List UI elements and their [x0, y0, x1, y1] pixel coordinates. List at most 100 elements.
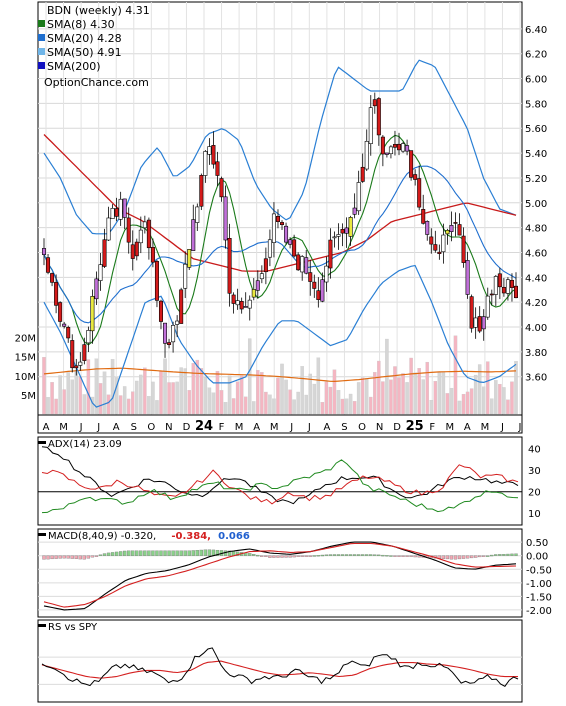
macd-hist-bar	[498, 554, 502, 556]
candle-body	[130, 244, 135, 259]
volume-bar	[308, 373, 313, 415]
price-tick-label: 6.40	[525, 25, 547, 36]
macd-hist-bar	[474, 555, 478, 558]
candle-body	[425, 221, 430, 235]
adx-tick-label: 40	[528, 445, 541, 456]
volume-bar	[429, 400, 434, 415]
volume-bar	[195, 359, 200, 415]
candle-body	[473, 317, 478, 328]
candle-body	[340, 228, 345, 234]
x-axis-ticks: A M J J A S O N D 24 F M A M J J A S O N D 25 F M A M J J	[43, 419, 522, 434]
macd-hist-bar	[510, 553, 514, 556]
macd-hist-bar	[457, 555, 462, 560]
adx-tick-label: 10	[528, 509, 541, 520]
rs-title: RS vs SPY	[48, 622, 98, 633]
chart-title: BDN (weekly) 4.31	[47, 4, 150, 17]
macd-hist-bar	[336, 554, 341, 556]
macd-hist-bar	[292, 555, 296, 558]
candle-body	[417, 178, 422, 208]
macd-hist-bar	[268, 555, 272, 558]
macd-hist-bar	[139, 550, 143, 556]
volume-bar	[203, 376, 208, 415]
price-tick-label: 5.60	[525, 124, 547, 135]
volume-bar	[231, 398, 236, 415]
volume-bar	[469, 388, 474, 415]
macd-hist-bar	[163, 550, 167, 556]
macd-hist-bar	[272, 555, 276, 558]
candle-body	[312, 281, 317, 289]
volume-bar	[122, 386, 127, 415]
macd-hist-bar	[66, 555, 70, 559]
candle-body	[304, 257, 309, 274]
candle-body	[94, 278, 99, 300]
volume-bar	[312, 383, 317, 415]
volume-bar	[498, 383, 502, 415]
x-tick-label: F	[429, 422, 435, 433]
macd-hist-bar	[397, 555, 401, 557]
macd-hist-bar	[502, 554, 506, 556]
volume-bar	[135, 380, 139, 415]
candle-body	[46, 257, 51, 273]
macd-hist-bar	[58, 555, 62, 559]
macd-hist-bar	[110, 552, 115, 556]
macd-hist-bar	[417, 555, 421, 558]
volume-bar	[465, 391, 470, 415]
candle-body	[146, 219, 151, 249]
candle-body	[179, 289, 184, 324]
x-axis: A M J J A S O N D 24 F M A M J J A S O N D 25 F M A M J J	[37, 414, 523, 434]
volume-bar	[284, 379, 288, 415]
candle-body	[158, 300, 163, 322]
x-tick-label: S	[131, 422, 137, 433]
macd-hist-bar	[171, 550, 175, 556]
macd-legend-swatch	[38, 533, 46, 536]
macd-grid	[38, 541, 522, 611]
macd-hist-bar	[296, 555, 300, 557]
macd-hist-bar	[62, 555, 66, 559]
volume-bar	[304, 394, 308, 415]
macd-hist-bar	[276, 555, 280, 558]
candle-body	[74, 365, 79, 369]
volume-bar	[114, 377, 119, 415]
candle-body	[384, 152, 389, 155]
volume-bar	[320, 402, 325, 415]
candle-body	[126, 217, 131, 243]
macd-hist-bar	[215, 549, 220, 556]
macd-hist-bar	[264, 555, 268, 557]
volume-bar	[377, 360, 381, 415]
volume-bar	[441, 371, 446, 415]
macd-hist-bar	[405, 555, 409, 557]
volume-bar	[191, 363, 196, 415]
volume-bar	[98, 383, 103, 415]
macd-hist-bar	[514, 553, 518, 556]
macd-hist-bar	[131, 550, 135, 556]
volume-bar	[316, 357, 321, 415]
x-tick-label: A	[323, 422, 330, 433]
volume-bar	[296, 391, 300, 415]
volume-bar	[486, 361, 490, 415]
volume-bar	[66, 372, 70, 415]
macd-hist-bar	[316, 555, 320, 557]
macd-hist-bar	[94, 555, 99, 557]
volume-bar	[163, 358, 167, 415]
volume-bar	[473, 374, 478, 415]
volume-bar	[324, 381, 329, 415]
volume-bar	[175, 381, 179, 415]
x-tick-label: A	[43, 422, 50, 433]
price-tick-label: 4.60	[525, 248, 547, 259]
volume-bar	[373, 372, 377, 415]
adx-tick-label: 20	[528, 488, 541, 499]
volume-bar	[457, 400, 462, 415]
volume-bar	[42, 357, 46, 415]
legend-sma8: SMA(8) 4.30	[47, 18, 115, 31]
volume-bar	[62, 389, 66, 415]
candle-body	[251, 289, 256, 298]
macd-hist-bar	[42, 555, 46, 560]
x-tick-label: 25	[406, 419, 424, 434]
macd-hist-bar	[482, 555, 486, 557]
sma50-line	[43, 134, 517, 272]
macd-hist-bar	[348, 554, 353, 556]
price-tick-label: 4.00	[525, 323, 547, 334]
volume-bar	[276, 377, 280, 415]
x-tick-label: S	[341, 422, 347, 433]
volume-bar	[50, 382, 54, 415]
